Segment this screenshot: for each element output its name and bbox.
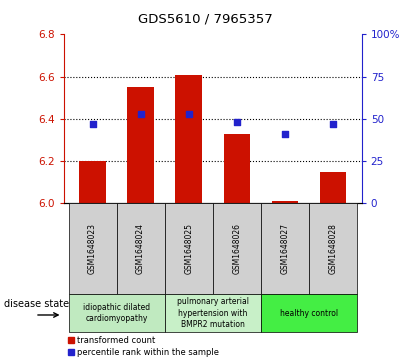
Bar	[165, 203, 213, 294]
Text: disease state: disease state	[4, 299, 69, 309]
Bar	[320, 172, 346, 203]
Bar	[127, 87, 154, 203]
Text: GSM1648027: GSM1648027	[280, 223, 289, 274]
Text: GSM1648023: GSM1648023	[88, 223, 97, 274]
Text: healthy control: healthy control	[280, 309, 338, 318]
Point	[89, 121, 96, 127]
Bar	[69, 294, 165, 332]
Text: GDS5610 / 7965357: GDS5610 / 7965357	[138, 13, 273, 26]
Bar	[224, 134, 250, 203]
Bar	[117, 203, 165, 294]
Text: GSM1648026: GSM1648026	[232, 223, 241, 274]
Bar	[213, 203, 261, 294]
Text: GSM1648024: GSM1648024	[136, 223, 145, 274]
Text: GSM1648025: GSM1648025	[184, 223, 193, 274]
Text: pulmonary arterial
hypertension with
BMPR2 mutation: pulmonary arterial hypertension with BMP…	[177, 298, 249, 329]
Bar	[261, 294, 357, 332]
Legend: transformed count, percentile rank within the sample: transformed count, percentile rank withi…	[68, 336, 219, 357]
Bar	[272, 201, 298, 203]
Bar	[69, 203, 117, 294]
Bar	[309, 203, 357, 294]
Point	[282, 131, 288, 137]
Point	[185, 111, 192, 117]
Text: GSM1648028: GSM1648028	[328, 223, 337, 274]
Bar	[79, 161, 106, 203]
Bar	[261, 203, 309, 294]
Point	[233, 119, 240, 125]
Text: idiopathic dilated
cardiomyopathy: idiopathic dilated cardiomyopathy	[83, 303, 150, 323]
Point	[137, 111, 144, 117]
Point	[330, 121, 336, 127]
Bar	[175, 74, 202, 203]
Bar	[165, 294, 261, 332]
